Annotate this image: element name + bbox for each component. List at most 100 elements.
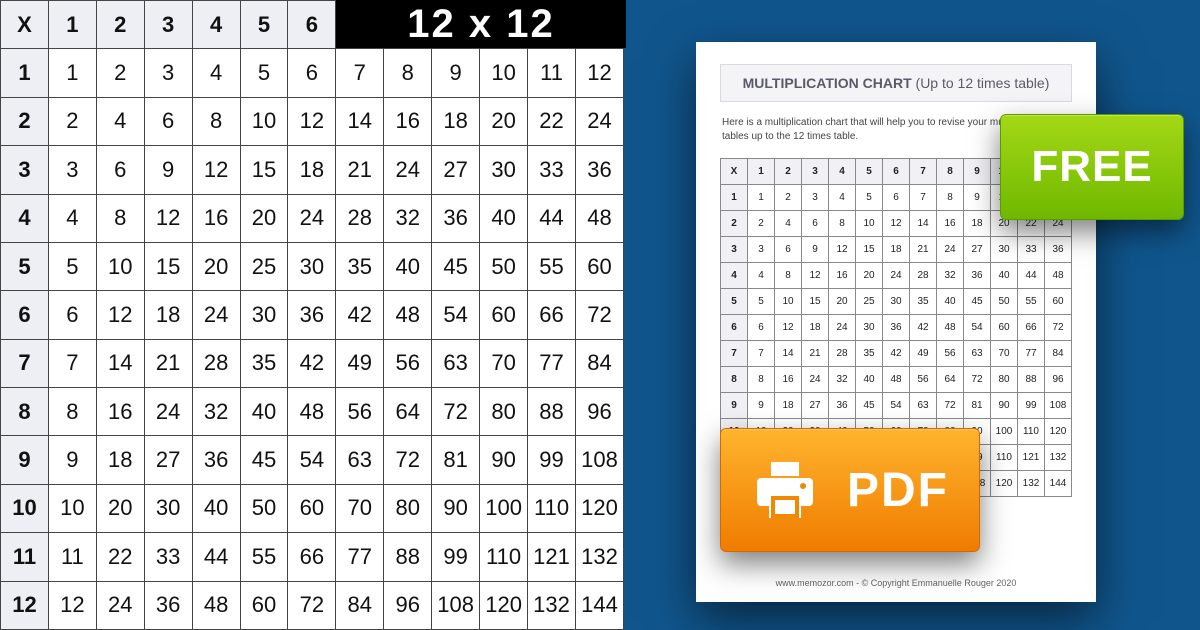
cell: 77	[528, 339, 576, 387]
cell: 7	[748, 341, 775, 367]
cell: 20	[192, 242, 240, 290]
cell: 144	[1045, 471, 1072, 497]
cell: 21	[802, 341, 829, 367]
cell: 36	[964, 263, 991, 289]
cell: 36	[1045, 237, 1072, 263]
cell: 8	[829, 211, 856, 237]
row-header: 2	[1, 97, 49, 145]
cell: 30	[991, 237, 1018, 263]
row-header: 4	[721, 263, 748, 289]
col-header: 6	[288, 1, 336, 49]
cell: 9	[144, 146, 192, 194]
cell: 1	[48, 49, 96, 97]
cell: 121	[1018, 445, 1045, 471]
cell: 36	[883, 315, 910, 341]
cell: 40	[480, 194, 528, 242]
cell: 7	[48, 339, 96, 387]
col-header: 6	[883, 159, 910, 185]
cell: 96	[384, 581, 432, 630]
cell: 120	[480, 581, 528, 630]
cell: 10	[775, 289, 802, 315]
cell: 42	[910, 315, 937, 341]
cell: 99	[432, 533, 480, 581]
cell: 24	[192, 291, 240, 339]
cell: 27	[144, 436, 192, 484]
cell: 54	[883, 393, 910, 419]
row-header: 5	[721, 289, 748, 315]
cell: 81	[432, 436, 480, 484]
cell: 110	[1018, 419, 1045, 445]
cell: 84	[576, 339, 624, 387]
cell: 12	[802, 263, 829, 289]
table-corner: X	[721, 159, 748, 185]
row-header: 7	[1, 339, 49, 387]
col-header: 5	[240, 1, 288, 49]
cell: 4	[192, 49, 240, 97]
cell: 110	[480, 533, 528, 581]
cell: 72	[432, 388, 480, 436]
cell: 5	[856, 185, 883, 211]
cell: 18	[96, 436, 144, 484]
cell: 5	[748, 289, 775, 315]
paper-title: MULTIPLICATION CHART (Up to 12 times tab…	[720, 64, 1072, 102]
cell: 60	[991, 315, 1018, 341]
cell: 30	[288, 242, 336, 290]
cell: 56	[384, 339, 432, 387]
cell: 63	[964, 341, 991, 367]
cell: 55	[1018, 289, 1045, 315]
cell: 132	[1018, 471, 1045, 497]
cell: 21	[910, 237, 937, 263]
cell: 60	[288, 484, 336, 532]
cell: 20	[240, 194, 288, 242]
cell: 24	[802, 367, 829, 393]
cell: 72	[384, 436, 432, 484]
cell: 6	[883, 185, 910, 211]
row-header: 3	[721, 237, 748, 263]
cell: 60	[576, 242, 624, 290]
cell: 50	[991, 289, 1018, 315]
cell: 2	[775, 185, 802, 211]
cell: 10	[240, 97, 288, 145]
cell: 14	[775, 341, 802, 367]
cell: 4	[775, 211, 802, 237]
cell: 16	[829, 263, 856, 289]
cell: 1	[748, 185, 775, 211]
cell: 35	[336, 242, 384, 290]
cell: 80	[991, 367, 1018, 393]
cell: 100	[991, 419, 1018, 445]
cell: 32	[937, 263, 964, 289]
cell: 90	[432, 484, 480, 532]
row-header: 2	[721, 211, 748, 237]
cell: 36	[576, 146, 624, 194]
cell: 70	[991, 341, 1018, 367]
cell: 56	[336, 388, 384, 436]
col-header: 3	[802, 159, 829, 185]
cell: 54	[964, 315, 991, 341]
cell: 70	[480, 339, 528, 387]
cell: 108	[576, 436, 624, 484]
cell: 27	[432, 146, 480, 194]
cell: 24	[144, 388, 192, 436]
row-header: 9	[721, 393, 748, 419]
cell: 22	[96, 533, 144, 581]
cell: 21	[144, 339, 192, 387]
cell: 30	[856, 315, 883, 341]
cell: 2	[96, 49, 144, 97]
cell: 16	[96, 388, 144, 436]
cell: 12	[48, 581, 96, 630]
cell: 5	[48, 242, 96, 290]
cell: 22	[528, 97, 576, 145]
cell: 27	[964, 237, 991, 263]
cell: 12	[829, 237, 856, 263]
cell: 99	[1018, 393, 1045, 419]
row-header: 6	[1, 291, 49, 339]
cell: 132	[528, 581, 576, 630]
cell: 56	[937, 341, 964, 367]
cell: 44	[1018, 263, 1045, 289]
col-header: 4	[829, 159, 856, 185]
cell: 36	[192, 436, 240, 484]
row-header: 11	[1, 533, 49, 581]
cell: 44	[528, 194, 576, 242]
cell: 6	[96, 146, 144, 194]
cell: 9	[432, 49, 480, 97]
